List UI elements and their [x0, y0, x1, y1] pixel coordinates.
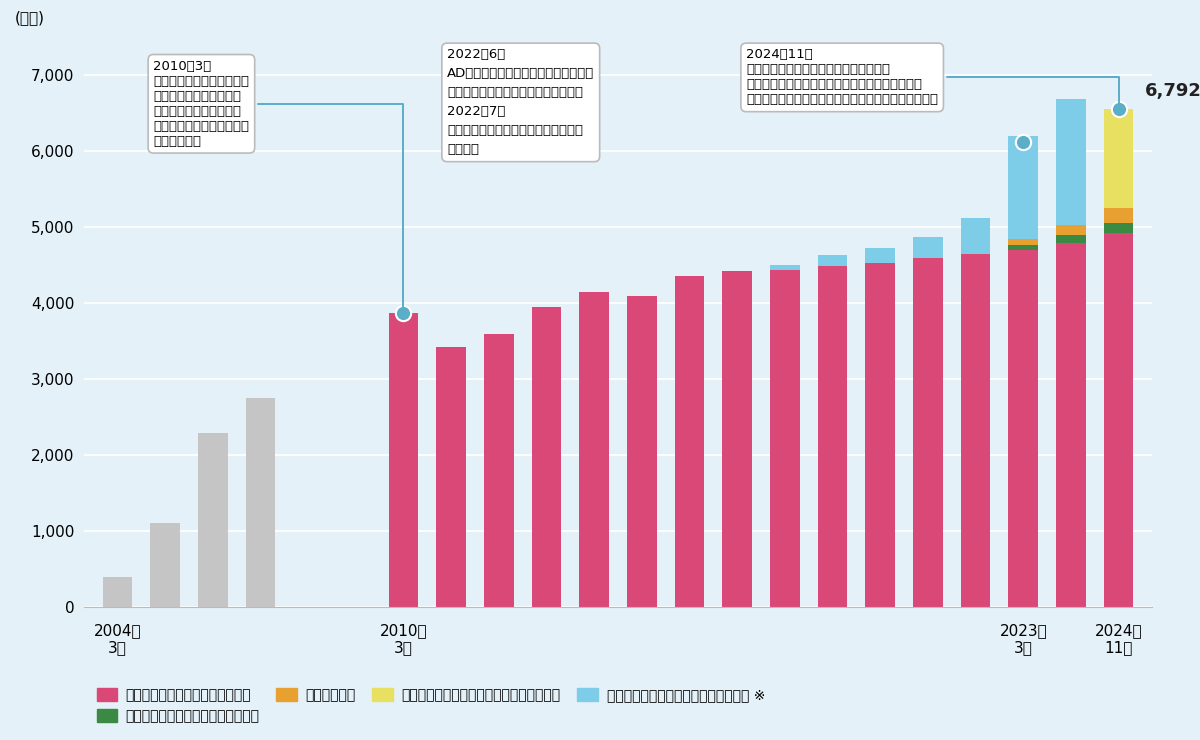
Bar: [1104, 208, 1134, 223]
Bar: [580, 292, 608, 607]
Bar: [961, 255, 990, 607]
Text: (億円): (億円): [14, 10, 44, 26]
Bar: [961, 218, 990, 255]
Bar: [1008, 245, 1038, 249]
Bar: [817, 266, 847, 607]
Bar: [102, 577, 132, 607]
Bar: [674, 276, 704, 607]
Bar: [865, 263, 895, 607]
Text: 2024年11月
アドバンス・ロジスティクス投資法人と
三井不動産ロジスティクスパーク投資法人が合併
（アドバンス・ロジスティクス投資法人の吸収消滅）: 2024年11月 アドバンス・ロジスティクス投資法人と 三井不動産ロジスティクス…: [746, 48, 1118, 107]
Legend: アドバンス・レジデンス投資法人, アドバンス・プライベート投資法人, 私募ファンド, 三井不動産ロジスティクスパーク投資法人, アドバンス・ロジスティクス投資法: アドバンス・レジデンス投資法人, アドバンス・プライベート投資法人, 私募ファン…: [91, 682, 770, 729]
Bar: [1056, 226, 1086, 235]
Bar: [913, 258, 943, 607]
Bar: [198, 433, 228, 607]
Bar: [1104, 233, 1134, 607]
Text: 2010年3月
旧アドバンス・レジデンス
投資法人と日本レジデン
シャル投資法人が合併、
現アドバンス・レジデンス
投資法人上場: 2010年3月 旧アドバンス・レジデンス 投資法人と日本レジデン シャル投資法人…: [154, 60, 403, 310]
Bar: [150, 523, 180, 607]
Bar: [1056, 243, 1086, 607]
Bar: [770, 265, 799, 270]
Bar: [532, 307, 562, 607]
Bar: [1008, 249, 1038, 607]
Bar: [1104, 223, 1134, 233]
Bar: [628, 296, 656, 607]
Bar: [1056, 235, 1086, 243]
Bar: [437, 347, 466, 607]
Text: 2022年6月
ADインベストメント・マネジメントと
旧伊藤忠リート・マネジメントが合併
2022年7月
アドバンス・プライベート投資法人の
運用開始: 2022年6月 ADインベストメント・マネジメントと 旧伊藤忠リート・マネジメン…: [448, 48, 594, 156]
Bar: [1008, 239, 1038, 245]
Bar: [246, 398, 275, 607]
Bar: [484, 334, 514, 607]
Bar: [722, 271, 752, 607]
Bar: [1104, 110, 1134, 208]
Text: 6,792億円: 6,792億円: [1145, 82, 1200, 100]
Bar: [1008, 135, 1038, 239]
Bar: [817, 255, 847, 266]
Bar: [1056, 99, 1086, 226]
Bar: [913, 237, 943, 258]
Bar: [389, 313, 419, 607]
Bar: [865, 248, 895, 263]
Bar: [770, 270, 799, 607]
